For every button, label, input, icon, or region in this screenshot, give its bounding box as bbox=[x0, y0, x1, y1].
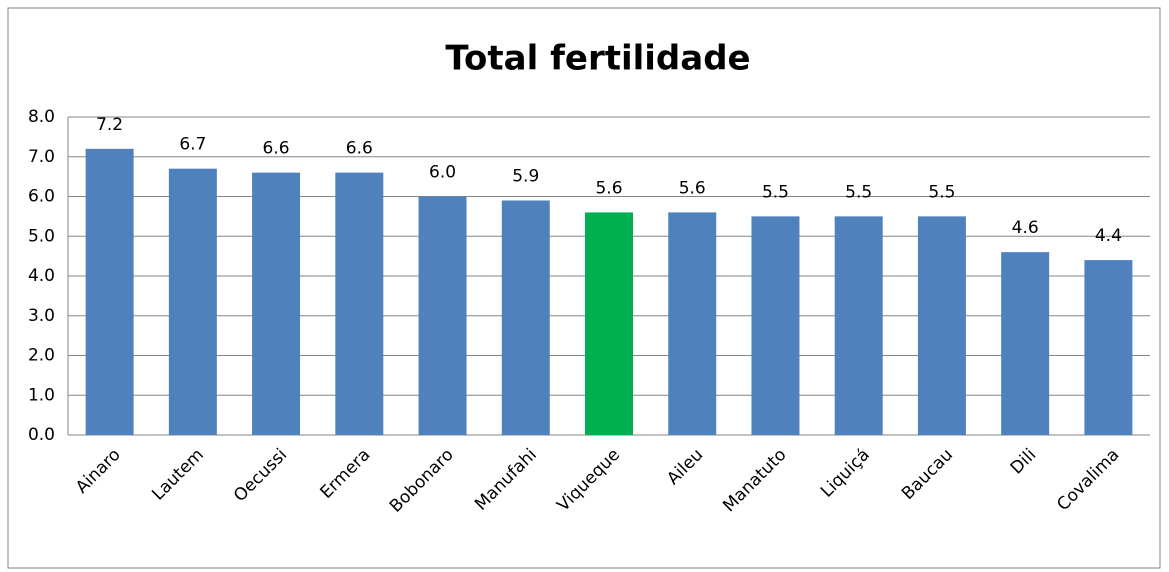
bar bbox=[418, 196, 467, 435]
y-tick-label: 3.0 bbox=[28, 306, 55, 326]
bar bbox=[668, 212, 717, 435]
bar bbox=[917, 216, 966, 435]
bar bbox=[834, 216, 883, 435]
bar bbox=[1084, 260, 1133, 435]
data-label: 4.6 bbox=[1012, 218, 1039, 238]
data-label: 6.0 bbox=[429, 163, 456, 183]
bar bbox=[168, 168, 217, 436]
data-label: 5.6 bbox=[679, 178, 706, 198]
bar bbox=[585, 212, 633, 435]
y-tick-label: 8.0 bbox=[28, 107, 55, 127]
data-label: 4.4 bbox=[1095, 226, 1122, 246]
bar bbox=[501, 200, 550, 435]
bar bbox=[85, 148, 134, 436]
y-tick-label: 4.0 bbox=[28, 266, 55, 286]
data-label: 5.5 bbox=[928, 182, 955, 202]
chart-title: Total fertilidade bbox=[445, 39, 750, 79]
y-tick-label: 6.0 bbox=[28, 187, 55, 207]
bar bbox=[751, 216, 800, 435]
data-label: 5.5 bbox=[762, 182, 789, 202]
bar bbox=[1001, 252, 1050, 435]
bar bbox=[252, 172, 301, 435]
data-label: 6.7 bbox=[179, 135, 206, 155]
data-label: 7.2 bbox=[96, 115, 123, 135]
y-tick-label: 7.0 bbox=[28, 147, 55, 167]
y-tick-label: 1.0 bbox=[28, 385, 55, 405]
y-tick-label: 2.0 bbox=[28, 346, 55, 366]
data-label: 6.6 bbox=[263, 139, 290, 159]
data-label: 5.9 bbox=[512, 166, 539, 186]
y-tick-label: 0.0 bbox=[28, 425, 55, 445]
data-label: 6.6 bbox=[346, 139, 373, 159]
data-label: 5.6 bbox=[595, 178, 622, 198]
y-tick-label: 5.0 bbox=[28, 226, 55, 246]
data-label: 5.5 bbox=[845, 182, 872, 202]
bar bbox=[335, 172, 384, 435]
